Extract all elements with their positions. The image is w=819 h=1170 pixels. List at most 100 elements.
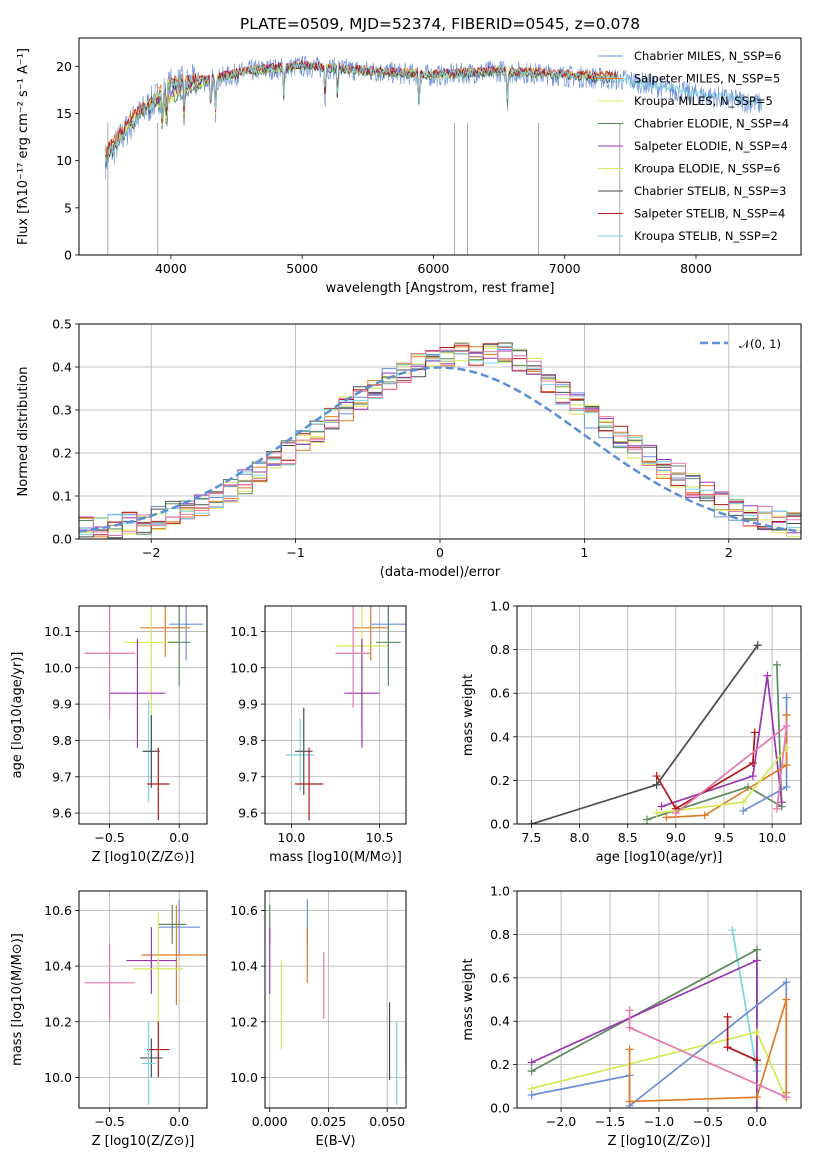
weight-series [661, 675, 783, 808]
weight-series [655, 732, 756, 810]
legend-entry: 𝒩(0, 1) [739, 337, 781, 351]
y-tick-label: 0.6 [490, 686, 510, 701]
spectrum-series [104, 62, 618, 167]
panel-1: 4000 5000 6000 7000 8000 0 5 10 15 20 wavelength [… [16, 37, 802, 296]
y-tick-label: 1.0 [490, 599, 510, 614]
y-tick-label: 0.5 [52, 317, 72, 332]
x-tick-label: 9.5 [714, 830, 734, 845]
y-tick-label: 1.0 [490, 884, 510, 899]
x-tick-label: −2.0 [546, 1114, 576, 1129]
y-tick-label: 0.1 [52, 489, 72, 504]
legend-entry: Chabrier MILES, N_SSP=6 [634, 49, 781, 63]
axes-frame [264, 605, 407, 825]
y-tick-label: 0.0 [52, 532, 72, 547]
weight-series [646, 664, 783, 821]
y-tick-label: 0.4 [490, 1014, 510, 1029]
y-tick-label: 0.4 [490, 729, 510, 744]
weight-marker [527, 1090, 536, 1099]
y-tick-label: 10.0 [44, 1070, 72, 1085]
legend-entry: Salpeter ELODIE, N_SSP=4 [634, 139, 788, 153]
y-tick-label: 9.7 [238, 769, 258, 784]
x-tick-label: 7000 [549, 261, 581, 276]
weight-marker [625, 1006, 634, 1015]
plot-area [79, 342, 801, 539]
legend-entry: Kroupa MILES, N_SSP=5 [634, 94, 773, 108]
weight-marker [642, 815, 651, 824]
panel-4: 10.0 10.5 9.6 9.7 9.8 9.9 10.0 10.1 mass [log10(… [230, 605, 407, 865]
spectrum-series [104, 61, 762, 163]
plot-area [84, 606, 203, 821]
x-tick-label: 0.050 [369, 1114, 405, 1129]
y-tick-label: 0 [64, 248, 72, 263]
y-axis-label: Flux [fλ10⁻¹⁷ erg cm⁻² s⁻¹ A⁻¹] [16, 48, 31, 245]
y-axis-label: mass weight [461, 674, 476, 756]
y-tick-label: 10.0 [44, 660, 72, 675]
x-tick-label: 0.0 [747, 1114, 767, 1129]
y-tick-label: 0.3 [52, 403, 72, 418]
weight-series [531, 948, 758, 1108]
axes-frame [264, 890, 407, 1109]
weight-marker [763, 671, 772, 680]
plot-area [269, 899, 406, 1106]
y-tick-label: 0.2 [52, 446, 72, 461]
weight-marker [625, 1045, 634, 1054]
x-tick-label: −0.5 [94, 830, 124, 845]
weight-marker [782, 995, 791, 1004]
weight-marker [752, 956, 761, 965]
weight-marker [752, 1028, 761, 1037]
y-tick-label: 10.2 [44, 1014, 72, 1029]
x-tick-label: 1 [580, 545, 588, 560]
weight-marker [782, 1093, 791, 1102]
y-tick-label: 10.6 [230, 903, 258, 918]
y-axis-label: mass [log10(M/M⊙)] [10, 933, 25, 1066]
weight-series [666, 715, 788, 819]
axes-frame [78, 890, 208, 1109]
y-tick-label: 10.2 [230, 1014, 258, 1029]
x-axis-label: wavelength [Angstrom, rest frame] [326, 281, 555, 296]
x-axis-label: Z [log10(Z/Z⊙)] [608, 1134, 711, 1149]
legend-entry: Kroupa STELIB, N_SSP=2 [634, 229, 778, 243]
y-tick-label: 9.8 [238, 733, 258, 748]
x-tick-label: −1 [286, 545, 304, 560]
x-tick-label: 6000 [418, 261, 450, 276]
weight-marker [625, 1097, 634, 1106]
y-tick-label: 0.0 [490, 1101, 510, 1116]
x-tick-label: 8000 [680, 261, 712, 276]
weight-marker [625, 1023, 634, 1032]
weight-marker [739, 798, 748, 807]
x-tick-label: 0 [436, 545, 444, 560]
weight-marker [723, 1012, 732, 1021]
x-tick-label: 9.0 [666, 830, 686, 845]
legend-entry: Salpeter MILES, N_SSP=5 [634, 72, 780, 86]
y-tick-label: 20 [56, 59, 72, 74]
y-tick-label: 0.2 [490, 1057, 510, 1072]
weight-marker [782, 782, 791, 791]
y-tick-label: 10.6 [44, 903, 72, 918]
weight-marker [752, 945, 761, 954]
weight-marker [662, 813, 671, 822]
x-axis-label: Z [log10(Z/Z⊙)] [92, 1134, 195, 1149]
x-tick-label: 4000 [155, 261, 187, 276]
y-axis-label: age [log10(age/yr)] [10, 652, 25, 779]
x-tick-label: −0.5 [693, 1114, 723, 1129]
y-tick-label: 0.6 [490, 970, 510, 985]
plot-area [527, 926, 791, 1108]
weight-marker [782, 978, 791, 987]
weight-marker [750, 728, 759, 737]
weight-marker [527, 1067, 536, 1076]
y-tick-label: 10.4 [44, 959, 72, 974]
weight-marker [652, 780, 661, 789]
weight-marker [527, 820, 536, 824]
x-tick-label: 0.0 [169, 1114, 189, 1129]
x-tick-label: 10.0 [278, 830, 306, 845]
axes-frame [516, 605, 802, 825]
x-tick-label: −2 [142, 545, 160, 560]
y-tick-label: 0.4 [52, 360, 72, 375]
panel-7: 0.000 0.025 0.050 10.0 10.2 10.4 10.6 E(B-V) [230, 890, 407, 1149]
weight-marker [723, 1043, 732, 1052]
x-tick-label: −1.5 [595, 1114, 625, 1129]
y-tick-label: 10.0 [230, 1070, 258, 1085]
axes-frame [516, 890, 802, 1109]
x-tick-label: 0.000 [252, 1114, 288, 1129]
